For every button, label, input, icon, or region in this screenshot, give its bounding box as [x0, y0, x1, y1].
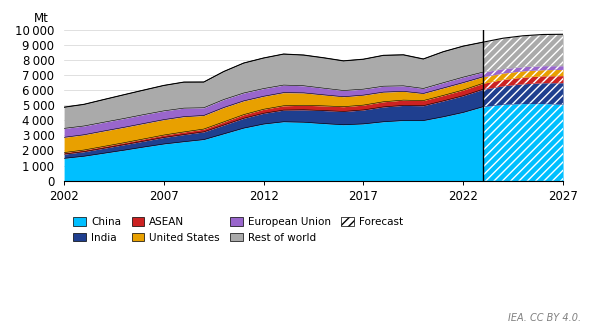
Y-axis label: Mt: Mt — [34, 12, 49, 25]
Text: IEA. CC BY 4.0.: IEA. CC BY 4.0. — [508, 313, 581, 323]
Legend: China, India, ASEAN, United States, European Union, Rest of world, Forecast: China, India, ASEAN, United States, Euro… — [69, 213, 407, 247]
